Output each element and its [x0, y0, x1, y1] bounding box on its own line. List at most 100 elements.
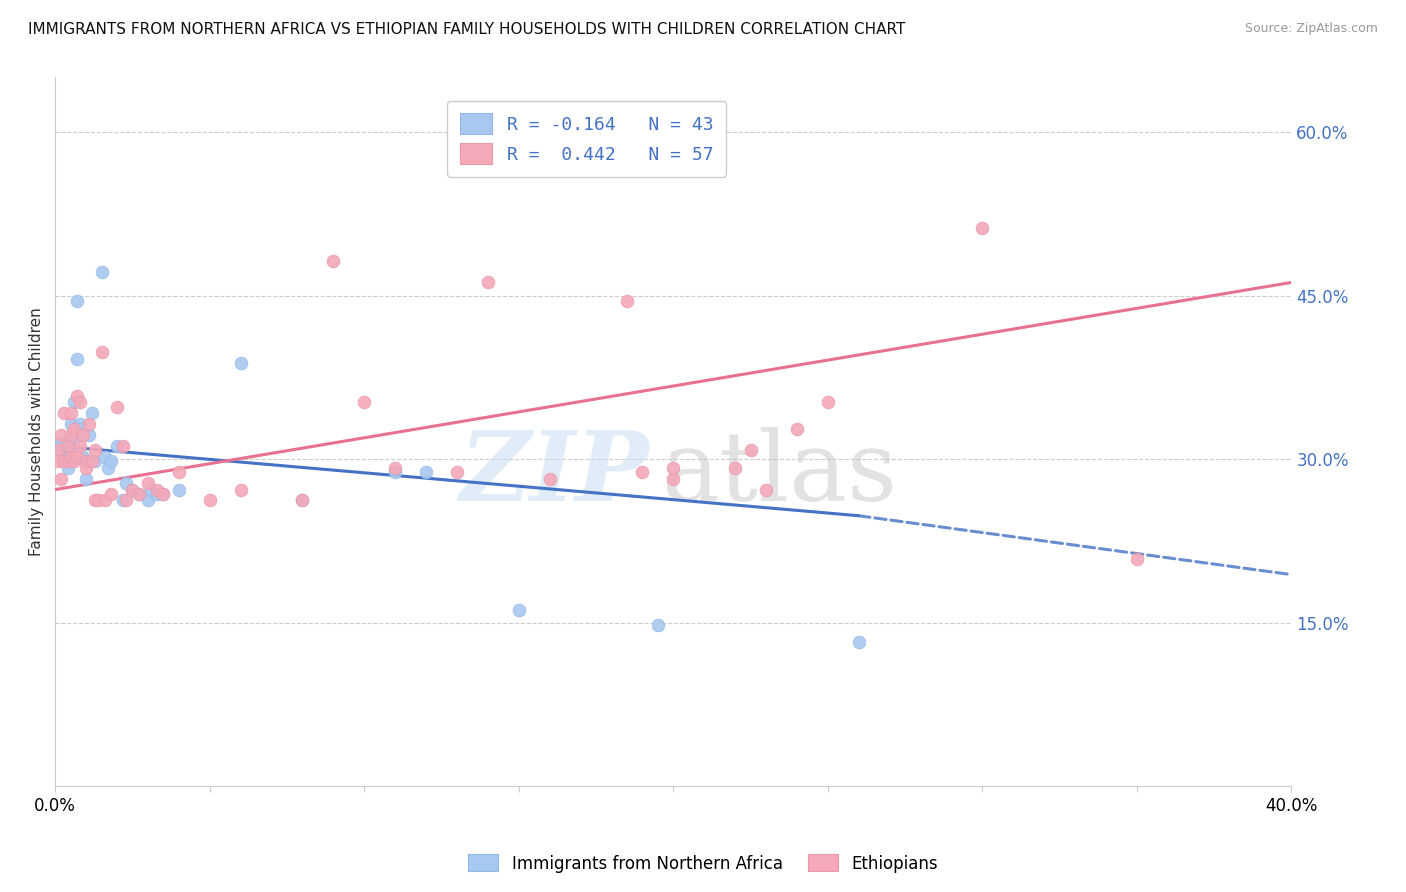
Point: [51, 435, 73, 450]
Point: [62, 454, 84, 468]
Point: [128, 487, 150, 501]
Point: [84, 493, 107, 508]
Point: [817, 395, 839, 409]
Point: [508, 602, 530, 616]
Point: [115, 476, 138, 491]
Point: [51, 472, 73, 486]
Point: [84, 454, 107, 468]
Point: [146, 483, 169, 497]
Point: [56, 439, 79, 453]
Legend: R = -0.164   N = 43, R =  0.442   N = 57: R = -0.164 N = 43, R = 0.442 N = 57: [447, 101, 725, 177]
Point: [384, 460, 406, 475]
Point: [82, 454, 104, 468]
Point: [848, 635, 870, 649]
Point: [66, 351, 89, 366]
Point: [100, 487, 122, 501]
Point: [69, 417, 91, 432]
Point: [198, 493, 221, 508]
Point: [97, 460, 120, 475]
Point: [740, 443, 762, 458]
Point: [75, 472, 97, 486]
Point: [56, 439, 79, 453]
Point: [69, 421, 91, 435]
Point: [51, 443, 73, 458]
Point: [1126, 552, 1149, 566]
Point: [90, 345, 112, 359]
Point: [62, 395, 84, 409]
Point: [59, 439, 82, 453]
Point: [152, 487, 174, 501]
Point: [128, 487, 150, 501]
Point: [56, 454, 79, 468]
Point: [291, 493, 314, 508]
Point: [59, 454, 82, 468]
Point: [62, 421, 84, 435]
Point: [59, 450, 82, 464]
Legend: Immigrants from Northern Africa, Ethiopians: Immigrants from Northern Africa, Ethiopi…: [461, 847, 945, 880]
Point: [59, 417, 82, 432]
Point: [53, 454, 76, 468]
Point: [229, 356, 252, 370]
Point: [112, 493, 135, 508]
Point: [53, 406, 76, 420]
Point: [724, 460, 747, 475]
Point: [46, 443, 69, 458]
Point: [75, 454, 97, 468]
Point: [82, 406, 104, 420]
Point: [647, 617, 669, 632]
Point: [167, 483, 190, 497]
Text: IMMIGRANTS FROM NORTHERN AFRICA VS ETHIOPIAN FAMILY HOUSEHOLDS WITH CHILDREN COR: IMMIGRANTS FROM NORTHERN AFRICA VS ETHIO…: [28, 22, 905, 37]
Point: [105, 439, 128, 453]
Point: [322, 253, 344, 268]
Point: [121, 483, 143, 497]
Point: [415, 465, 437, 479]
Point: [51, 428, 73, 442]
Point: [229, 483, 252, 497]
Point: [56, 460, 79, 475]
Point: [136, 493, 159, 508]
Point: [616, 293, 638, 308]
Point: [112, 439, 135, 453]
Point: [93, 493, 115, 508]
Point: [90, 264, 112, 278]
Point: [66, 389, 89, 403]
Point: [291, 493, 314, 508]
Point: [59, 428, 82, 442]
Y-axis label: Family Households with Children: Family Households with Children: [30, 308, 44, 557]
Point: [786, 421, 808, 435]
Point: [115, 493, 138, 508]
Point: [146, 487, 169, 501]
Point: [152, 487, 174, 501]
Point: [53, 450, 76, 464]
Point: [93, 450, 115, 464]
Point: [477, 276, 499, 290]
Point: [62, 433, 84, 447]
Point: [755, 483, 778, 497]
Point: [353, 395, 375, 409]
Point: [136, 476, 159, 491]
Point: [77, 417, 100, 432]
Point: [72, 428, 94, 442]
Point: [87, 493, 110, 508]
Text: Source: ZipAtlas.com: Source: ZipAtlas.com: [1244, 22, 1378, 36]
Point: [69, 395, 91, 409]
Point: [538, 472, 561, 486]
Point: [84, 443, 107, 458]
Point: [139, 483, 162, 497]
Point: [53, 454, 76, 468]
Point: [66, 450, 89, 464]
Point: [66, 293, 89, 308]
Text: atlas: atlas: [661, 427, 897, 521]
Point: [59, 406, 82, 420]
Point: [167, 465, 190, 479]
Point: [631, 465, 654, 479]
Point: [446, 465, 468, 479]
Text: ZIP: ZIP: [458, 427, 648, 521]
Point: [384, 465, 406, 479]
Point: [46, 454, 69, 468]
Point: [75, 454, 97, 468]
Point: [100, 454, 122, 468]
Point: [77, 428, 100, 442]
Point: [662, 460, 685, 475]
Point: [69, 439, 91, 453]
